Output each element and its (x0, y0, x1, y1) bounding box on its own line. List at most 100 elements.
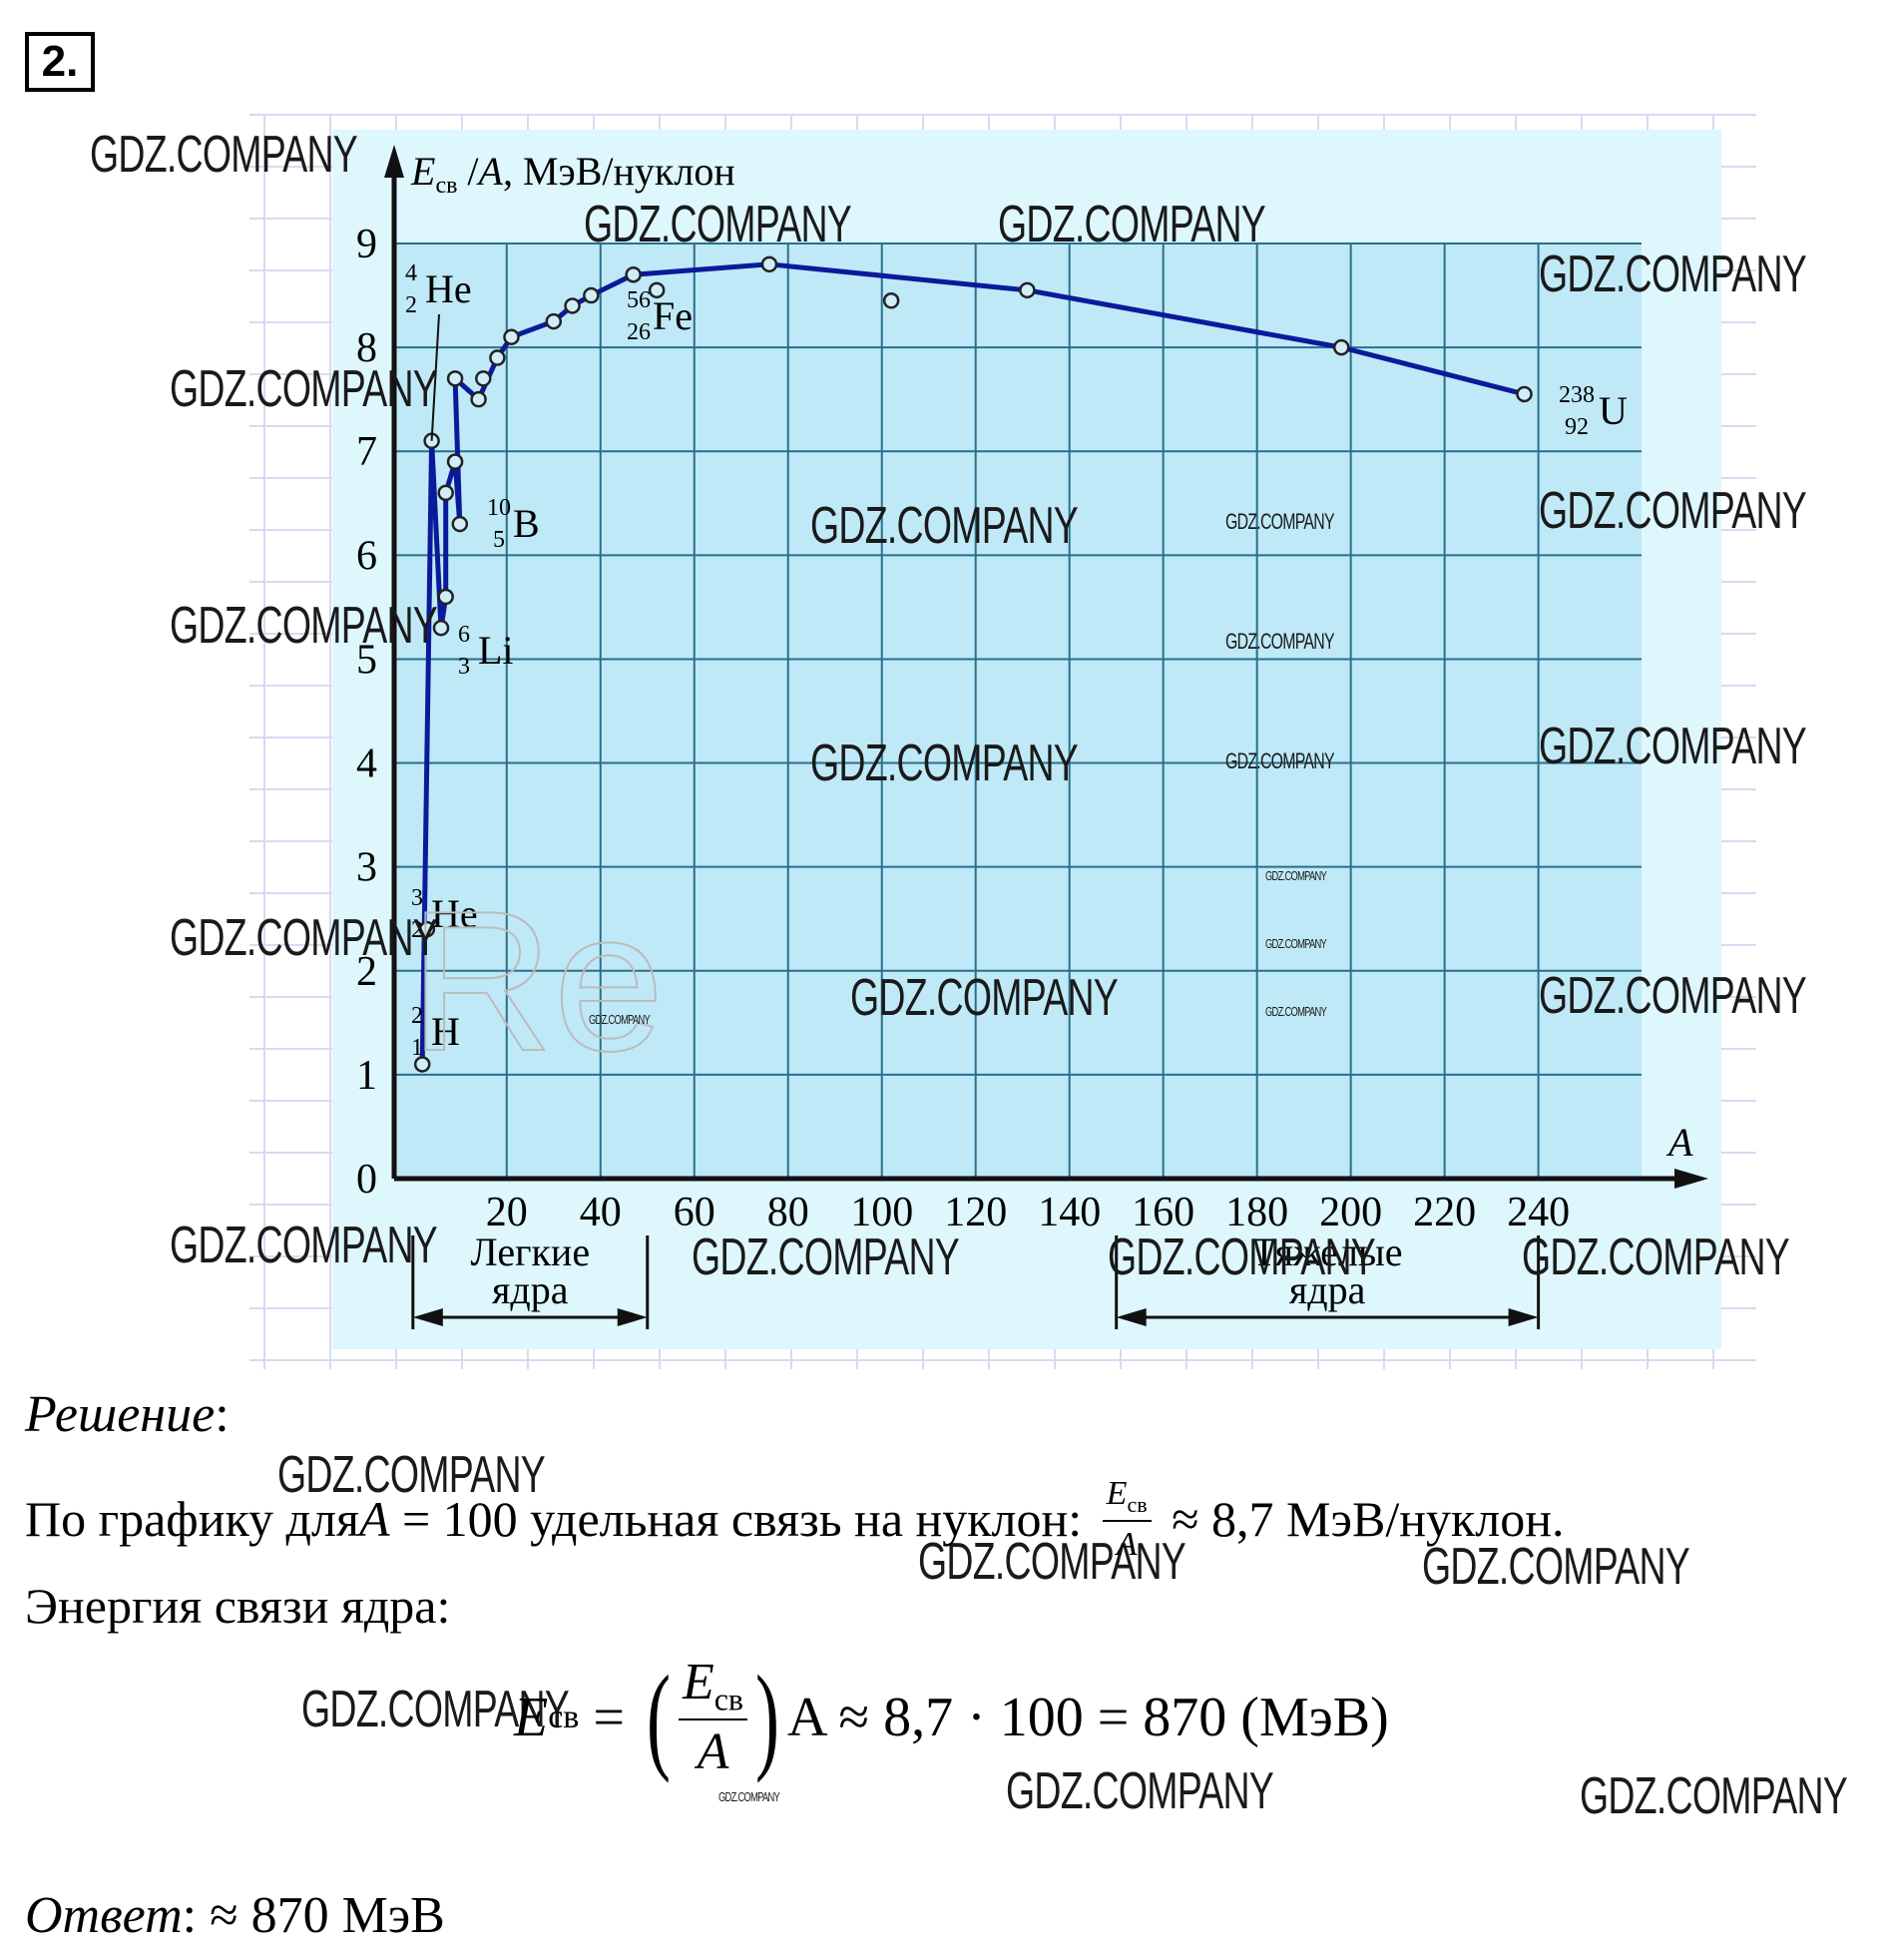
x-tick-label: 100 (850, 1190, 913, 1235)
watermark: GDZ.COMPANY (918, 1533, 1186, 1591)
x-tick-label: 180 (1225, 1190, 1288, 1235)
x-tick-label: 140 (1038, 1190, 1101, 1235)
y-tick-label: 8 (356, 325, 377, 371)
ylabel-part: , МэВ/нуклон (503, 149, 735, 194)
charge-number: 1 (411, 1035, 423, 1061)
watermark: GDZ.COMPANY (1522, 1228, 1790, 1286)
task-number: 2. (25, 32, 95, 92)
x-tick-label: 240 (1507, 1190, 1570, 1235)
watermark: GDZ.COMPANY (1539, 245, 1807, 303)
charge-number: 2 (411, 917, 423, 943)
watermark: GDZ.COMPANY (170, 360, 438, 418)
data-point (648, 281, 666, 299)
data-point (489, 349, 506, 366)
watermark: GDZ.COMPANY (1539, 967, 1807, 1025)
watermark: GDZ.COMPANY (90, 126, 358, 184)
binding-energy-chart: 20 40 60 80 100 120 140 160 180 200 220 24001234567… (249, 114, 1756, 1369)
solution-heading: Решение: (25, 1386, 230, 1443)
x-axis-arrow (1674, 1169, 1708, 1189)
data-point (446, 370, 464, 387)
watermark: GDZ.COMPANY (692, 1228, 960, 1286)
watermark: GDZ.COMPANY (301, 1681, 570, 1738)
watermark: GDZ.COMPANY (1539, 482, 1807, 540)
watermark: GDZ.COMPANY (1108, 1228, 1376, 1286)
y-tick-label: 2 (356, 949, 377, 995)
mass-number: 4 (405, 260, 417, 286)
y-tick-label: 3 (356, 845, 377, 891)
data-point (470, 390, 487, 408)
x-axis-label: A (1665, 1120, 1693, 1165)
data-point (503, 328, 520, 345)
watermark: GDZ.COMPANY (1006, 1762, 1274, 1820)
element-symbol: H (431, 1009, 460, 1054)
x-tick-label: 120 (944, 1190, 1007, 1235)
watermark: GDZ.COMPANY (1265, 868, 1327, 883)
element-symbol: He (425, 266, 472, 311)
watermark: GDZ.COMPANY (1580, 1767, 1848, 1825)
nuclide-label: 2 1 H (411, 1003, 460, 1061)
element-symbol: He (431, 891, 478, 936)
data-points (413, 255, 1533, 1073)
ratio-fraction: Eсв A (1102, 1477, 1152, 1562)
element-symbol: U (1599, 388, 1628, 433)
mass-number: 6 (458, 622, 470, 648)
range-label: ядра (492, 1267, 569, 1312)
y-tick-label: 0 (356, 1157, 377, 1203)
watermark: GDZ.COMPANY (1539, 718, 1807, 775)
x-tick-label: 220 (1413, 1190, 1476, 1235)
he-leader-line (430, 313, 440, 441)
y-axis-label: Eсв /A, МэВ/нуклон (410, 149, 735, 199)
y-tick-label: 1 (356, 1053, 377, 1099)
mass-number: 3 (411, 885, 423, 911)
watermark: GDZ.COMPANY (170, 597, 438, 655)
watermark: GDZ.COMPANY (1225, 509, 1335, 534)
answer: Ответ: ≈ 870 МэВ (25, 1887, 445, 1944)
data-point (625, 265, 642, 283)
watermark: GDZ.COMPANY (277, 1446, 546, 1504)
data-point (760, 255, 778, 273)
range-arrowhead (617, 1308, 648, 1326)
y-tick-label: 7 (356, 429, 377, 475)
y-tick-label: 9 (356, 222, 377, 267)
watermark: GDZ.COMPANY (998, 196, 1266, 253)
nuclide-label: 6 3 Li (458, 622, 514, 680)
data-point (418, 920, 436, 938)
watermark: GDZ.COMPANY (810, 497, 1079, 555)
ylabel-part: св (435, 173, 457, 199)
mass-number: 2 (411, 1003, 423, 1029)
tick-labels: 20 40 60 80 100 120 140 160 180 200 220 24001234567… (356, 222, 1570, 1235)
y-tick-label: 6 (356, 533, 377, 579)
faint-letters: Re (409, 870, 665, 1093)
charge-number: 92 (1565, 414, 1589, 440)
mass-number: 56 (627, 287, 651, 313)
data-point (1019, 281, 1036, 299)
data-point (437, 484, 454, 502)
watermark: GDZ.COMPANY (1225, 748, 1335, 773)
plot-area (394, 244, 1642, 1179)
data-point (432, 619, 450, 637)
data-point (451, 515, 469, 533)
x-tick-label: 200 (1319, 1190, 1382, 1235)
watermark: GDZ.COMPANY (589, 1012, 651, 1027)
y-tick-label: 4 (356, 741, 377, 787)
nuclide-labels: 4 2 He 56 26 Fe 238 92 U 10 5 B 6 3 Li 3 2 He 2 1 H (405, 260, 1628, 1061)
data-point (446, 453, 464, 470)
y-axis-arrow (384, 145, 404, 178)
x-tick-label: 160 (1132, 1190, 1194, 1235)
x-tick-label: 60 (674, 1190, 715, 1235)
watermark: GDZ.COMPANY (850, 969, 1119, 1027)
axes (384, 145, 1708, 1189)
watermark: GDZ.COMPANY (810, 735, 1079, 792)
data-point (545, 312, 563, 330)
data-point (413, 1056, 431, 1073)
charge-number: 2 (405, 292, 417, 318)
data-point (1516, 385, 1533, 403)
charge-number: 5 (493, 527, 505, 553)
watermark: GDZ.COMPANY (170, 1217, 438, 1274)
range-arrowhead (1508, 1308, 1539, 1326)
ylabel-part: / (457, 149, 479, 194)
